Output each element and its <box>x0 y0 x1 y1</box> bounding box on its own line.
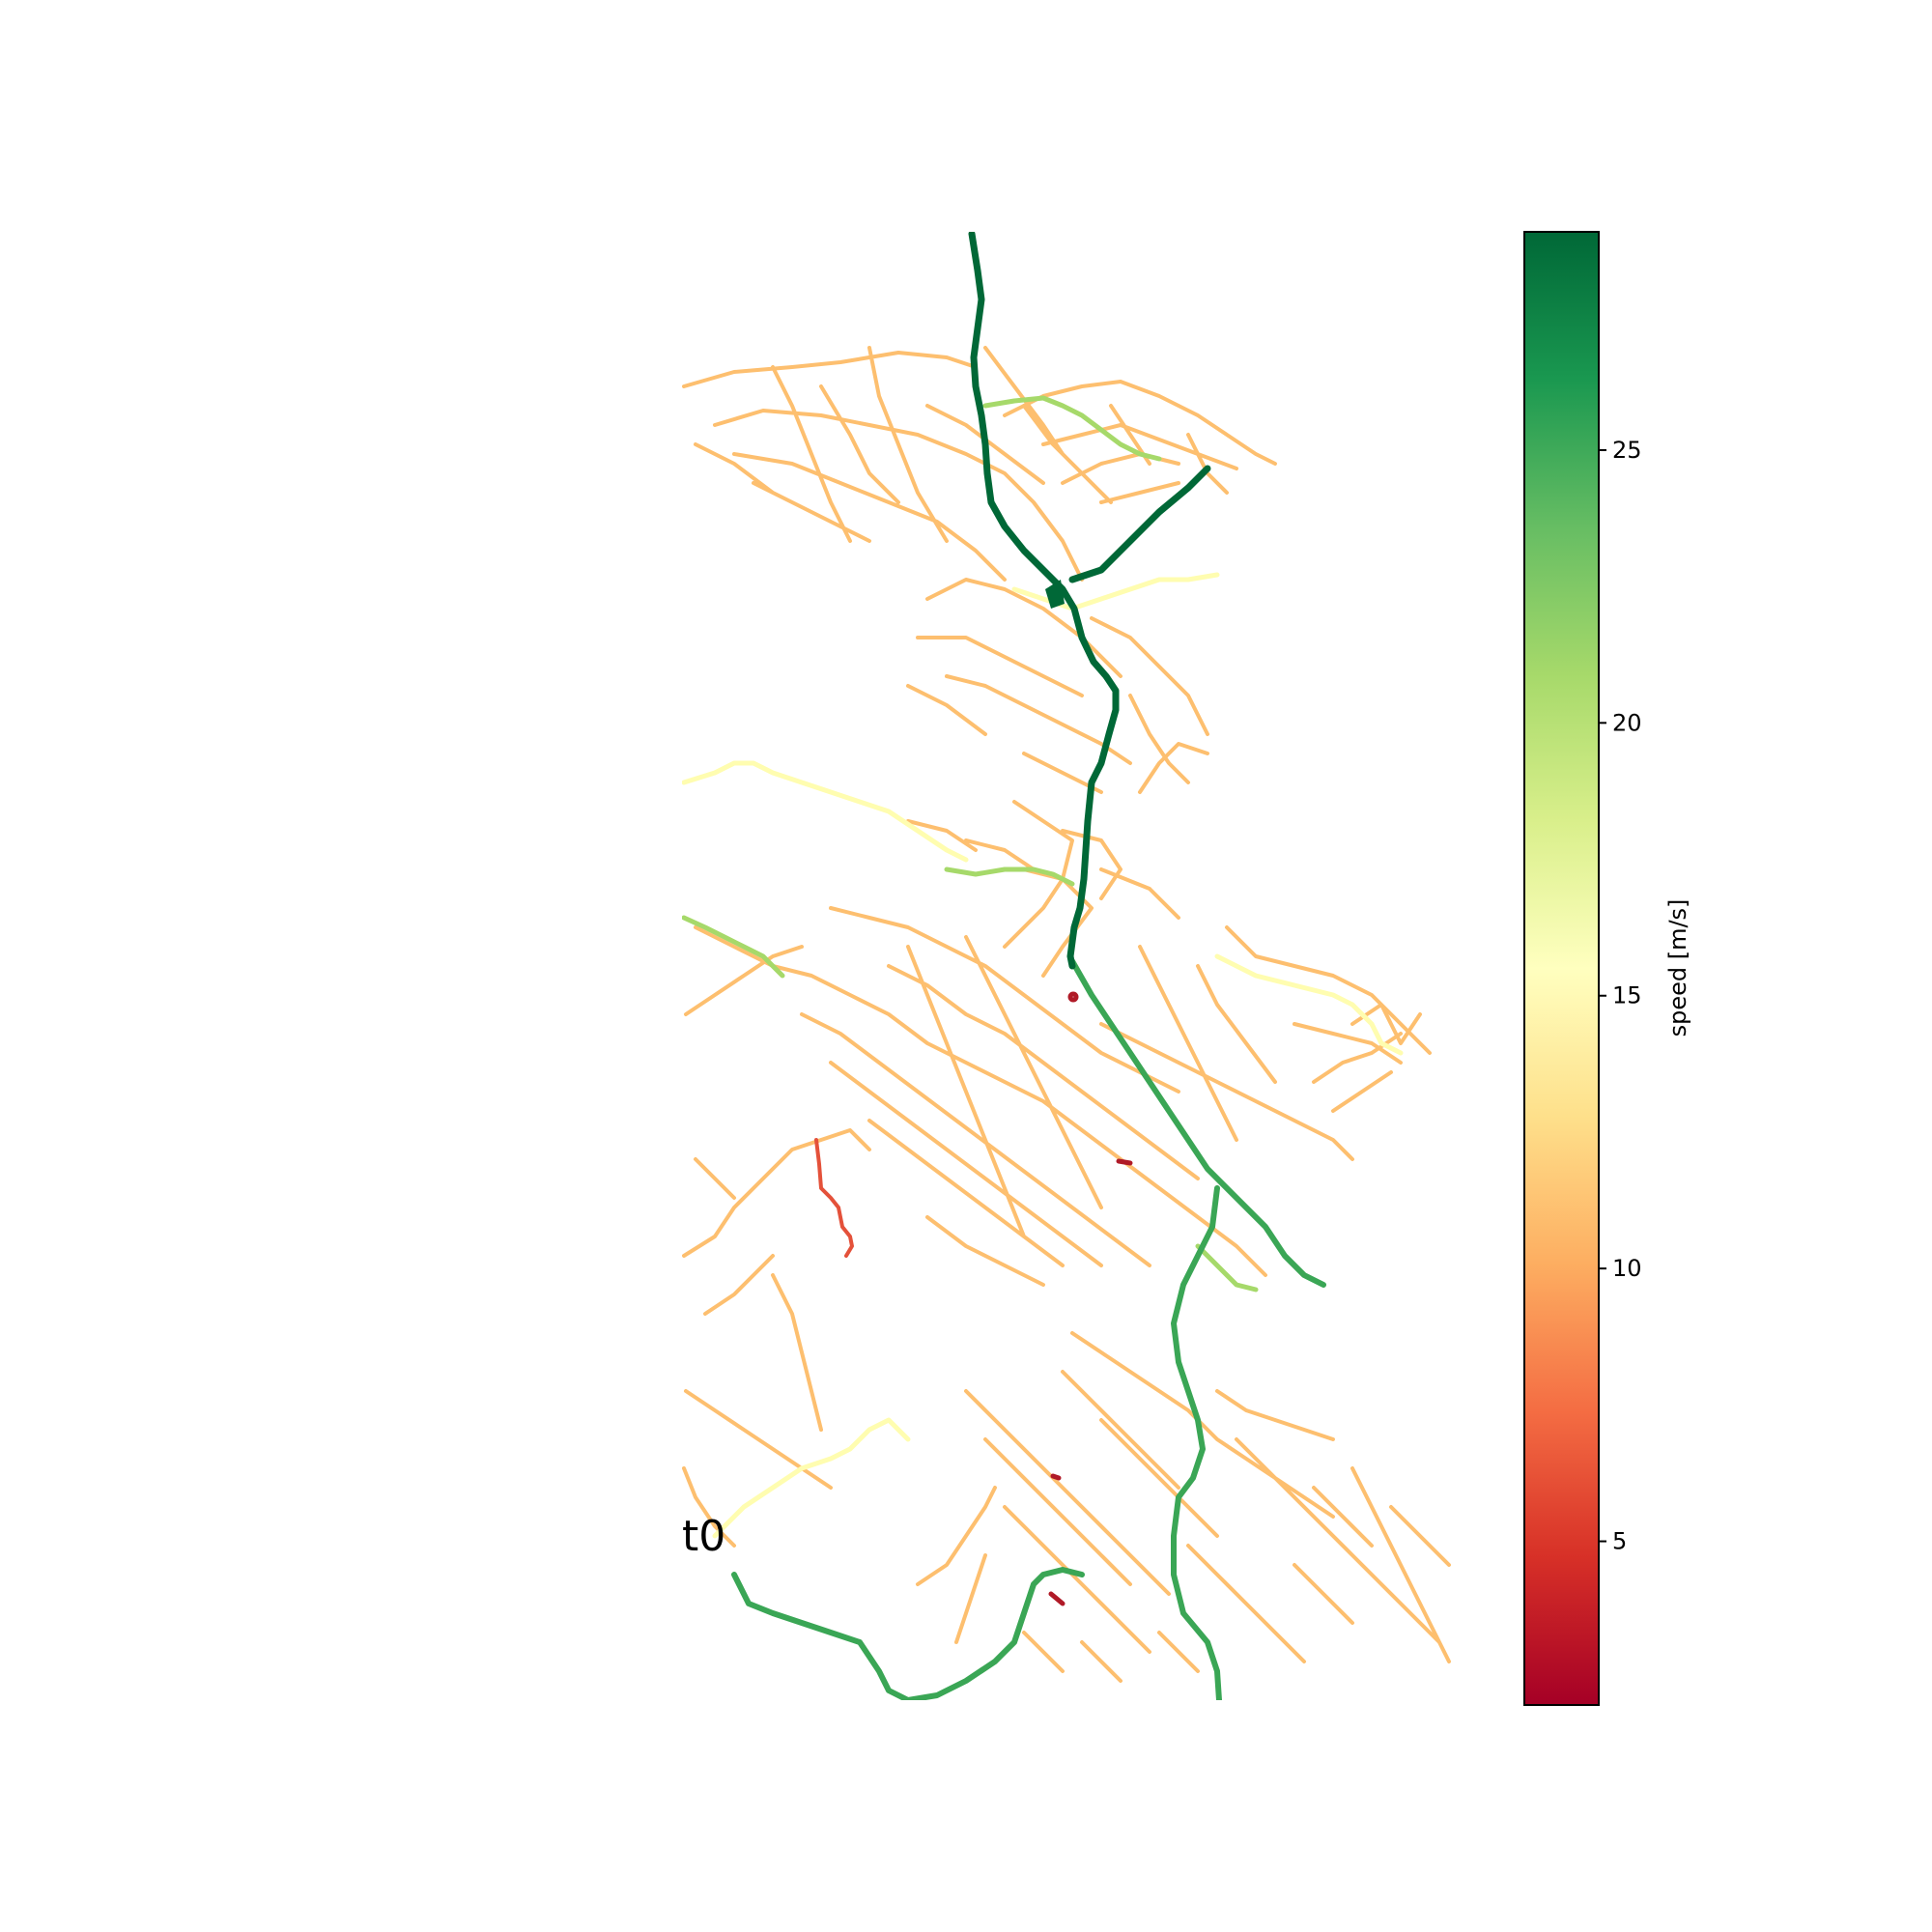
colorbar-gradient-bar <box>1523 231 1600 1706</box>
central-trunk-road <box>1069 958 1326 1288</box>
slow-road-west <box>814 1138 854 1258</box>
slow-spot-1 <box>1067 991 1079 1003</box>
colorbar-tick-label: 20 <box>1612 709 1642 736</box>
slow-spot-3 <box>1050 1473 1062 1481</box>
northeast-motorway-spur <box>1068 465 1211 583</box>
slow-roads <box>814 1138 854 1258</box>
north-east-roads <box>1003 380 1277 504</box>
north-primary-road <box>982 395 1162 462</box>
southwest-trunk-road <box>731 1567 1085 1700</box>
colorbar-tick-label: 25 <box>1612 437 1642 464</box>
west-primary-road <box>682 915 785 979</box>
very-slow-segments <box>1048 991 1133 1606</box>
residential-roads <box>682 346 1451 1683</box>
east-spur-roads <box>1225 925 1432 1113</box>
south-primary-road <box>1195 1243 1259 1293</box>
colorbar-tick-label: 5 <box>1612 1528 1627 1555</box>
colorbar-label: speed [m/s] <box>1664 899 1691 1037</box>
middle-primary-road <box>944 867 1075 887</box>
slow-spot-4 <box>1048 1591 1065 1606</box>
west-rural-roads <box>682 945 871 1548</box>
south-cluster-roads <box>964 1331 1451 1663</box>
trunk-roads <box>731 958 1326 1700</box>
motorway-roads <box>968 232 1211 970</box>
south-secondary-road <box>712 1417 911 1539</box>
primary-roads <box>682 395 1259 1293</box>
colorbar-tick-label: 10 <box>1612 1255 1642 1282</box>
south-trunk-road <box>1171 1185 1222 1700</box>
north-secondary-road <box>1011 572 1220 611</box>
north-west-secondary-road <box>682 760 969 863</box>
colorbar-tick-label: 15 <box>1612 982 1642 1009</box>
central-cluster-roads <box>694 906 1354 1287</box>
north-cluster-roads <box>682 346 1113 582</box>
map-time-label: t0 <box>682 1512 725 1561</box>
east-secondary-road <box>1214 953 1404 1056</box>
main-motorway <box>968 232 1120 970</box>
secondary-roads <box>682 572 1404 1539</box>
motorway-interchange <box>1045 580 1065 609</box>
upper-middle-roads <box>906 578 1209 794</box>
slow-spot-2 <box>1116 1158 1133 1166</box>
colorbar: 5 10 15 20 25 speed [m/s] <box>1523 231 1691 1706</box>
colorbar-ticks: 5 10 15 20 25 <box>1599 437 1642 1555</box>
south-west-rural-roads <box>916 1486 1200 1683</box>
road-network-map <box>682 232 1451 1700</box>
